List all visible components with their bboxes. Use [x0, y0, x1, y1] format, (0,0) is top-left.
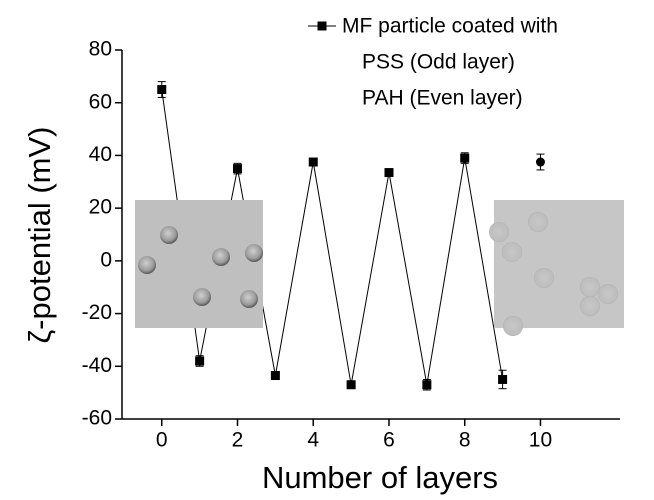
- x-tick-label: 10: [529, 429, 552, 452]
- x-tick-label: 6: [383, 429, 395, 452]
- data-point: [346, 380, 356, 390]
- y-tick-label: 0: [100, 248, 112, 271]
- y-tick-label: 40: [89, 143, 112, 166]
- x-tick-label: 8: [459, 429, 471, 452]
- x-tick-label: 0: [156, 429, 168, 452]
- x-axis-label: Number of layers: [262, 460, 498, 495]
- data-point: [422, 380, 432, 390]
- data-point: [157, 85, 167, 95]
- data-point: [498, 374, 508, 384]
- legend-marker: [317, 21, 327, 31]
- x-tick-label: 2: [232, 429, 244, 452]
- inset-cells: [489, 212, 618, 336]
- data-point: [195, 356, 205, 366]
- y-tick-label: -60: [82, 407, 112, 430]
- inset-images: [135, 200, 624, 336]
- y-tick-label: -20: [82, 301, 112, 324]
- legend-label: MF particle coated with: [342, 15, 558, 38]
- inset-cells: [138, 226, 263, 308]
- inset-image-left: [135, 200, 263, 328]
- data-point: [535, 157, 545, 167]
- inset-image-right: [494, 200, 624, 328]
- y-tick-label: 60: [89, 90, 112, 113]
- y-tick-label: 80: [89, 38, 112, 61]
- data-point: [308, 157, 318, 167]
- data-point: [233, 164, 243, 174]
- legend-note: PAH (Even layer): [362, 87, 523, 110]
- y-axis-label: ζ-potential (mV): [22, 127, 57, 344]
- y-tick-label: -40: [82, 354, 112, 377]
- data-point: [460, 153, 470, 163]
- x-tick-label: 4: [307, 429, 319, 452]
- y-tick-label: 20: [89, 196, 112, 219]
- data-point: [270, 371, 280, 381]
- data-point: [384, 168, 394, 178]
- legend-note: PSS (Odd layer): [362, 51, 515, 74]
